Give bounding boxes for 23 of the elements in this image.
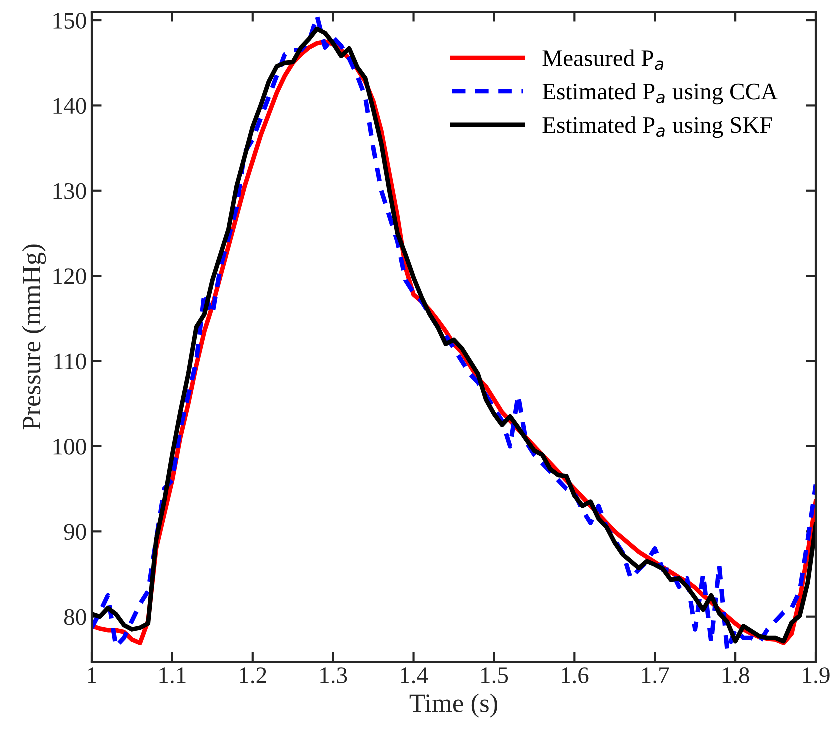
y-tick-label: 90 [64, 524, 86, 540]
y-tick-label: 130 [54, 183, 86, 200]
x-tick-label: 1.6 [562, 668, 589, 684]
legend-label: Measured P$_{a}$ [542, 50, 664, 70]
x-tick-label: 1.4 [401, 668, 428, 684]
x-tick-label: 1.5 [482, 668, 508, 684]
y-tick-label: 80 [64, 609, 86, 626]
y-tick-label: 150 [54, 13, 86, 29]
x-axis-title: Time (s) [410, 694, 498, 718]
y-tick-label: 120 [54, 268, 86, 285]
y-tick-label: 100 [54, 438, 86, 455]
x-tick-label: 1.2 [240, 668, 266, 684]
legend-label: Estimated P$_{a}$ using SKF [542, 116, 772, 138]
x-tick-label: 1 [88, 668, 96, 684]
y-tick-label: 140 [54, 98, 86, 114]
x-tick-label: 1.8 [722, 668, 750, 684]
y-tick-label: 110 [54, 354, 86, 370]
x-tick-label: 1.9 [803, 668, 830, 684]
y-axis-title: Pressure (mmHg) [22, 244, 46, 430]
x-tick-label: 1.3 [320, 668, 348, 684]
legend-label: Estimated P$_{a}$ using CCA [542, 83, 778, 105]
x-tick-label: 1.1 [160, 668, 186, 684]
x-tick-label: 1.7 [642, 668, 670, 684]
